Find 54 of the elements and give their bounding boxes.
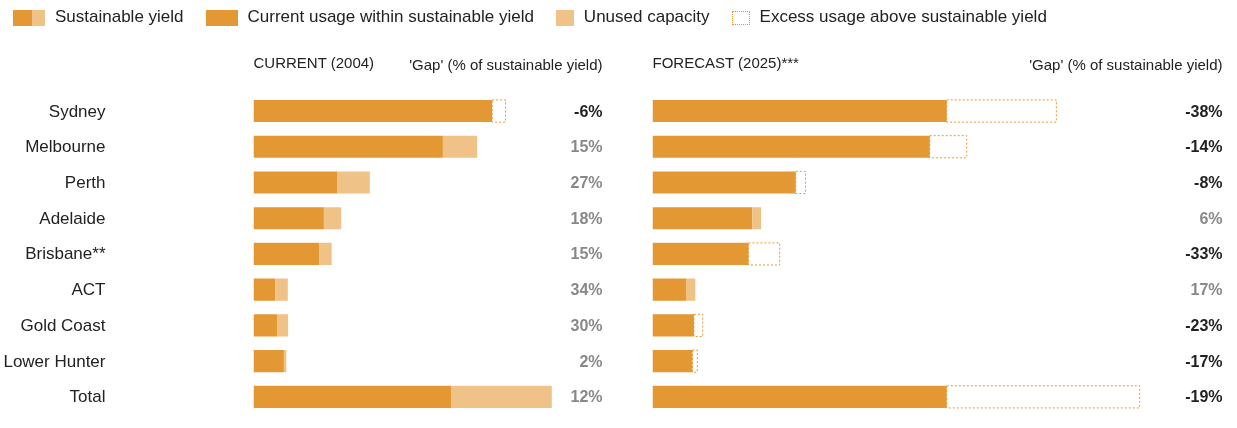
text: 12%: [570, 388, 603, 406]
y-tick-label: Melbourne: [25, 137, 106, 157]
text: 15%: [570, 245, 603, 263]
bar: [277, 314, 289, 337]
text: -33%: [1185, 245, 1223, 263]
bar: [275, 278, 288, 301]
y-tick-label: Brisbane**: [25, 244, 106, 264]
bar: [253, 314, 278, 337]
y-tick-label: Sydney: [48, 101, 106, 121]
text: 30%: [570, 316, 603, 334]
text: 2%: [579, 352, 603, 370]
bar: [253, 242, 320, 266]
text: 17%: [1190, 281, 1223, 299]
text: 6%: [1199, 209, 1223, 227]
bar: [319, 242, 332, 266]
bar: [752, 207, 762, 230]
y-tick-label: Adelaide: [39, 208, 106, 228]
y-tick-label: Perth: [64, 172, 106, 192]
bar: [451, 385, 552, 408]
text: -19%: [1185, 388, 1223, 406]
chart-subtitle: 'Gap' (% of sustainable yield): [1029, 56, 1223, 74]
bar: [652, 207, 753, 230]
text: 18%: [570, 209, 603, 227]
bar: [337, 171, 370, 194]
legend-label: Excess usage above sustainable yield: [758, 7, 1047, 26]
text: -38%: [1185, 102, 1223, 120]
y-tick-label: Lower Hunter: [3, 351, 106, 371]
text: 27%: [570, 173, 603, 191]
text: -14%: [1185, 138, 1223, 156]
text: 15%: [570, 138, 603, 156]
bar: [253, 171, 338, 194]
text: -6%: [574, 102, 603, 120]
legend-label: Unused capacity: [582, 7, 710, 26]
y-tick-label: Total: [69, 387, 106, 407]
legend-title: Sustainable yield: [54, 7, 184, 26]
bar: [253, 135, 443, 158]
chart-subtitle: 'Gap' (% of sustainable yield): [409, 56, 603, 74]
text: 34%: [570, 281, 603, 299]
chart-title: FORECAST (2025)***: [652, 54, 800, 72]
text: -23%: [1185, 316, 1223, 334]
text: -8%: [1194, 173, 1223, 191]
chart-title: CURRENT (2004): [253, 54, 375, 72]
bar: [253, 385, 452, 408]
y-tick-label: Gold Coast: [20, 315, 106, 335]
bar: [686, 278, 696, 301]
text: -17%: [1185, 352, 1223, 370]
legend-label: Current usage within sustainable yield: [246, 7, 534, 26]
bar: [442, 135, 478, 158]
bar: [323, 207, 342, 230]
bar: [652, 278, 687, 301]
y-tick-label: ACT: [71, 280, 106, 300]
bar: [253, 350, 284, 373]
bar: [253, 278, 276, 301]
bar: [253, 207, 324, 230]
